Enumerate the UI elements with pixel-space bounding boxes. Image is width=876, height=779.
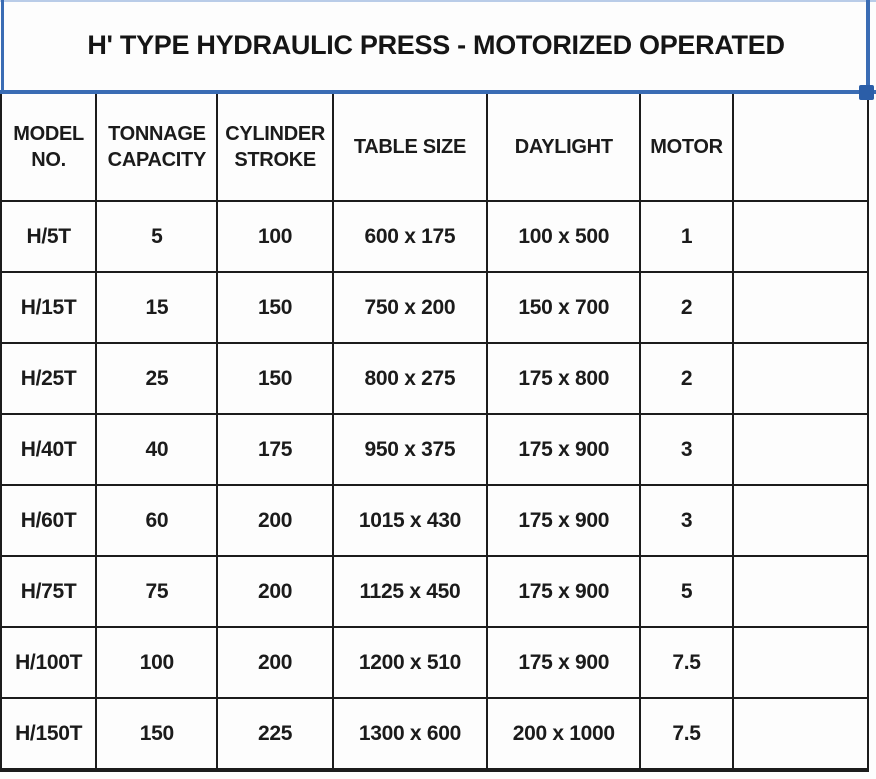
table-cell: 3 bbox=[639, 413, 734, 486]
table-cell: 1015 x 430 bbox=[331, 484, 489, 557]
table-cell: 15 bbox=[95, 271, 219, 344]
table-cell: 7.5 bbox=[639, 626, 734, 699]
table-cell: 150 bbox=[95, 697, 219, 772]
table-cell: H/150T bbox=[0, 697, 98, 772]
table-cell: H/25T bbox=[0, 342, 98, 415]
table-cell: 800 x 275 bbox=[331, 342, 489, 415]
table-row: H/100T 100 200 1200 x 510 175 x 900 7.5 bbox=[0, 626, 870, 699]
table-cell: 200 bbox=[216, 626, 334, 699]
table-cell bbox=[731, 271, 870, 344]
table-row: H/60T 60 200 1015 x 430 175 x 900 3 bbox=[0, 484, 870, 557]
header-model-no: MODEL NO. bbox=[0, 92, 98, 202]
header-cylinder-stroke: CYLINDER STROKE bbox=[216, 92, 334, 202]
table-cell bbox=[731, 555, 870, 628]
table-cell: 175 x 800 bbox=[486, 342, 642, 415]
table-cell: 200 bbox=[216, 484, 334, 557]
table-cell: 25 bbox=[95, 342, 219, 415]
table-cell: 200 bbox=[216, 555, 334, 628]
table-row: H/5T 5 100 600 x 175 100 x 500 1 bbox=[0, 200, 870, 273]
table-cell: 175 x 900 bbox=[486, 484, 642, 557]
table-cell: 175 bbox=[216, 413, 334, 486]
table-cell: 3 bbox=[639, 484, 734, 557]
header-daylight: DAYLIGHT bbox=[486, 92, 642, 202]
header-row: MODEL NO. TONNAGE CAPACITY CYLINDER STRO… bbox=[0, 92, 870, 202]
table-cell: 175 x 900 bbox=[486, 413, 642, 486]
table-cell: 5 bbox=[639, 555, 734, 628]
header-tonnage-capacity: TONNAGE CAPACITY bbox=[95, 92, 219, 202]
table-cell: 1125 x 450 bbox=[331, 555, 489, 628]
table-cell: 100 bbox=[216, 200, 334, 273]
table-cell bbox=[731, 342, 870, 415]
table-cell: 60 bbox=[95, 484, 219, 557]
selection-border-right bbox=[866, 0, 870, 90]
table-cell bbox=[731, 626, 870, 699]
table-row: H/25T 25 150 800 x 275 175 x 800 2 bbox=[0, 342, 870, 415]
table-cell bbox=[731, 484, 870, 557]
table-cell: 7.5 bbox=[639, 697, 734, 772]
table-cell: H/100T bbox=[0, 626, 98, 699]
table-cell bbox=[731, 200, 870, 273]
table-row: H/75T 75 200 1125 x 450 175 x 900 5 bbox=[0, 555, 870, 628]
selection-border-bottom bbox=[0, 90, 876, 94]
selection-drag-handle[interactable] bbox=[859, 85, 874, 100]
table-cell: 2 bbox=[639, 271, 734, 344]
table-cell: 1 bbox=[639, 200, 734, 273]
table-cell: 950 x 375 bbox=[331, 413, 489, 486]
table-cell: 175 x 900 bbox=[486, 626, 642, 699]
table-cell: 40 bbox=[95, 413, 219, 486]
table-cell: 200 x 1000 bbox=[486, 697, 642, 772]
title-bar: H' TYPE HYDRAULIC PRESS - MOTORIZED OPER… bbox=[6, 0, 866, 90]
table-cell: 175 x 900 bbox=[486, 555, 642, 628]
table-row: H/40T 40 175 950 x 375 175 x 900 3 bbox=[0, 413, 870, 486]
table-cell: 1200 x 510 bbox=[331, 626, 489, 699]
selection-border-top bbox=[0, 0, 876, 2]
table-cell: 100 bbox=[95, 626, 219, 699]
table-cell: 150 bbox=[216, 342, 334, 415]
table-cell: 750 x 200 bbox=[331, 271, 489, 344]
header-table-size: TABLE SIZE bbox=[331, 92, 489, 202]
table-cell: H/15T bbox=[0, 271, 98, 344]
table-cell: 150 bbox=[216, 271, 334, 344]
table-cell: 2 bbox=[639, 342, 734, 415]
table-cell bbox=[731, 413, 870, 486]
table-cell: 600 x 175 bbox=[331, 200, 489, 273]
table-cell: 75 bbox=[95, 555, 219, 628]
table-cell: 225 bbox=[216, 697, 334, 772]
table-row: H/150T 150 225 1300 x 600 200 x 1000 7.5 bbox=[0, 697, 870, 772]
spec-table: MODEL NO. TONNAGE CAPACITY CYLINDER STRO… bbox=[0, 92, 870, 772]
table-cell: 100 x 500 bbox=[486, 200, 642, 273]
table-cell: 5 bbox=[95, 200, 219, 273]
table-row: H/15T 15 150 750 x 200 150 x 700 2 bbox=[0, 271, 870, 344]
header-motor: MOTOR bbox=[639, 92, 734, 202]
table-cell bbox=[731, 697, 870, 772]
table-cell: H/75T bbox=[0, 555, 98, 628]
page-title: H' TYPE HYDRAULIC PRESS - MOTORIZED OPER… bbox=[87, 29, 785, 60]
header-empty bbox=[731, 92, 870, 202]
table-cell: 150 x 700 bbox=[486, 271, 642, 344]
table-cell: H/5T bbox=[0, 200, 98, 273]
table-cell: H/40T bbox=[0, 413, 98, 486]
table-cell: 1300 x 600 bbox=[331, 697, 489, 772]
selection-border-left bbox=[1, 0, 4, 92]
table-cell: H/60T bbox=[0, 484, 98, 557]
